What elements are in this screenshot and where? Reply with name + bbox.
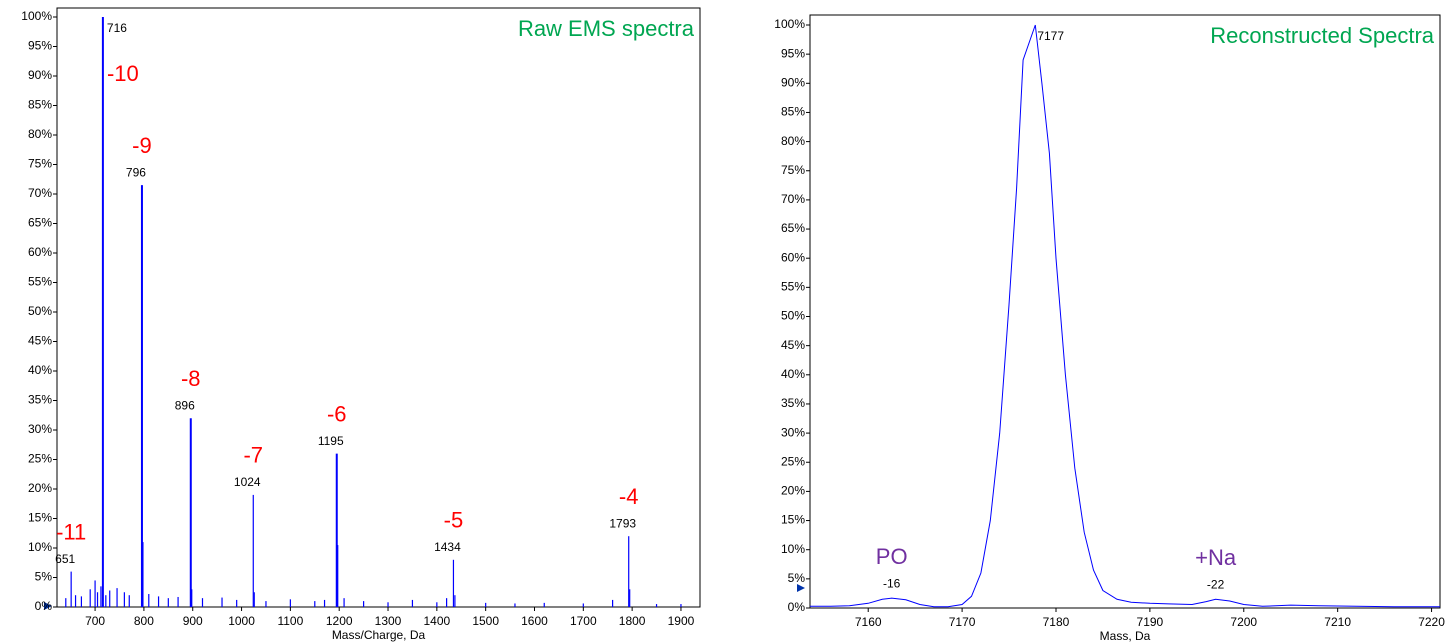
y-tick-label: 65% [781,221,805,235]
x-tick-label: 1600 [521,614,548,628]
x-tick-label: 7210 [1324,615,1351,629]
x-tick-label: 7200 [1230,615,1257,629]
y-tick-label: 20% [28,481,52,495]
x-tick-label: 1900 [668,614,695,628]
peak-label: 1024 [234,475,261,489]
y-tick-label: 40% [781,367,805,381]
x-tick-label: 7160 [855,615,882,629]
y-tick-label: 95% [781,46,805,60]
charge-label: -4 [619,484,639,509]
threshold-marker [797,584,805,592]
y-tick-label: 50% [781,309,805,323]
y-tick-label: 85% [28,98,52,112]
x-tick-label: 1100 [277,614,303,628]
y-tick-label: 40% [28,363,52,377]
x-tick-label: 1000 [228,614,255,628]
x-tick-label: 1200 [326,614,353,628]
peak-label: -22 [1207,577,1225,591]
y-tick-label: 25% [28,452,52,466]
y-tick-label: 85% [781,105,805,119]
charge-label: -9 [132,133,152,158]
y-tick-label: 55% [781,280,805,294]
y-tick-label: 95% [28,39,52,53]
peak-label: -16 [883,576,901,590]
x-axis-label: Mass, Da [1100,629,1151,643]
x-tick-label: 7180 [1043,615,1070,629]
peak-note: PO [876,544,908,569]
peak-label: 716 [107,21,127,35]
y-tick-label: 15% [781,513,805,527]
y-tick-label: 65% [28,216,52,230]
peak-label: 1793 [609,516,636,530]
charge-label: -5 [444,508,464,533]
y-tick-label: 50% [28,304,52,318]
x-axis-label: Mass/Charge, Da [332,628,426,642]
y-tick-label: 90% [781,75,805,89]
y-tick-label: 80% [28,127,52,141]
y-tick-label: 30% [28,422,52,436]
plot-frame [809,14,1441,609]
x-tick-label: 800 [134,614,154,628]
y-tick-label: 35% [28,393,52,407]
x-tick-label: 900 [183,614,203,628]
y-tick-label: 20% [781,484,805,498]
charge-label: -11 [56,519,86,544]
charge-label: -8 [181,366,201,391]
x-tick-label: 7170 [949,615,976,629]
y-tick-label: 45% [28,334,52,348]
x-tick-label: 1400 [423,614,450,628]
y-tick-label: 35% [781,396,805,410]
x-tick-label: 1700 [570,614,597,628]
y-tick-label: 90% [28,68,52,82]
y-tick-label: 55% [28,275,52,289]
y-tick-label: 0% [35,599,53,613]
y-tick-label: 5% [788,571,806,585]
spectrum-line [810,24,1440,608]
peak-note: +Na [1195,545,1237,570]
plot-frame [56,7,701,608]
x-tick-label: 1800 [619,614,646,628]
y-tick-label: 45% [781,338,805,352]
peak-label: 1434 [434,540,461,554]
x-tick-label: 700 [85,614,105,628]
y-tick-label: 60% [28,245,52,259]
y-tick-label: 100% [21,9,52,23]
y-tick-label: 100% [774,17,805,31]
y-tick-label: 70% [781,192,805,206]
y-tick-label: 75% [28,157,52,171]
peak-label: 651 [55,552,75,566]
peak-label: 896 [175,398,195,412]
chart-title: Raw EMS spectra [518,16,695,41]
y-tick-label: 80% [781,134,805,148]
x-tick-label: 7190 [1137,615,1164,629]
y-tick-label: 10% [781,542,805,556]
peak-label: 1195 [318,434,344,448]
y-tick-label: 60% [781,250,805,264]
x-tick-label: 7220 [1418,615,1445,629]
charge-label: -7 [243,443,263,468]
y-tick-label: 70% [28,186,52,200]
charge-label: -10 [107,61,139,86]
y-tick-label: 15% [28,511,52,525]
y-tick-label: 30% [781,425,805,439]
x-tick-label: 1500 [472,614,499,628]
y-tick-label: 75% [781,163,805,177]
y-tick-label: 0% [788,600,806,614]
peak-label: 796 [126,165,146,179]
x-tick-label: 1300 [375,614,402,628]
chart-title: Reconstructed Spectra [1210,23,1435,48]
y-tick-label: 25% [781,454,805,468]
threshold-marker [44,602,52,610]
y-tick-label: 10% [28,540,52,554]
peak-label: 7177 [1037,29,1064,43]
y-tick-label: 5% [35,570,53,584]
charge-label: -6 [327,401,347,426]
